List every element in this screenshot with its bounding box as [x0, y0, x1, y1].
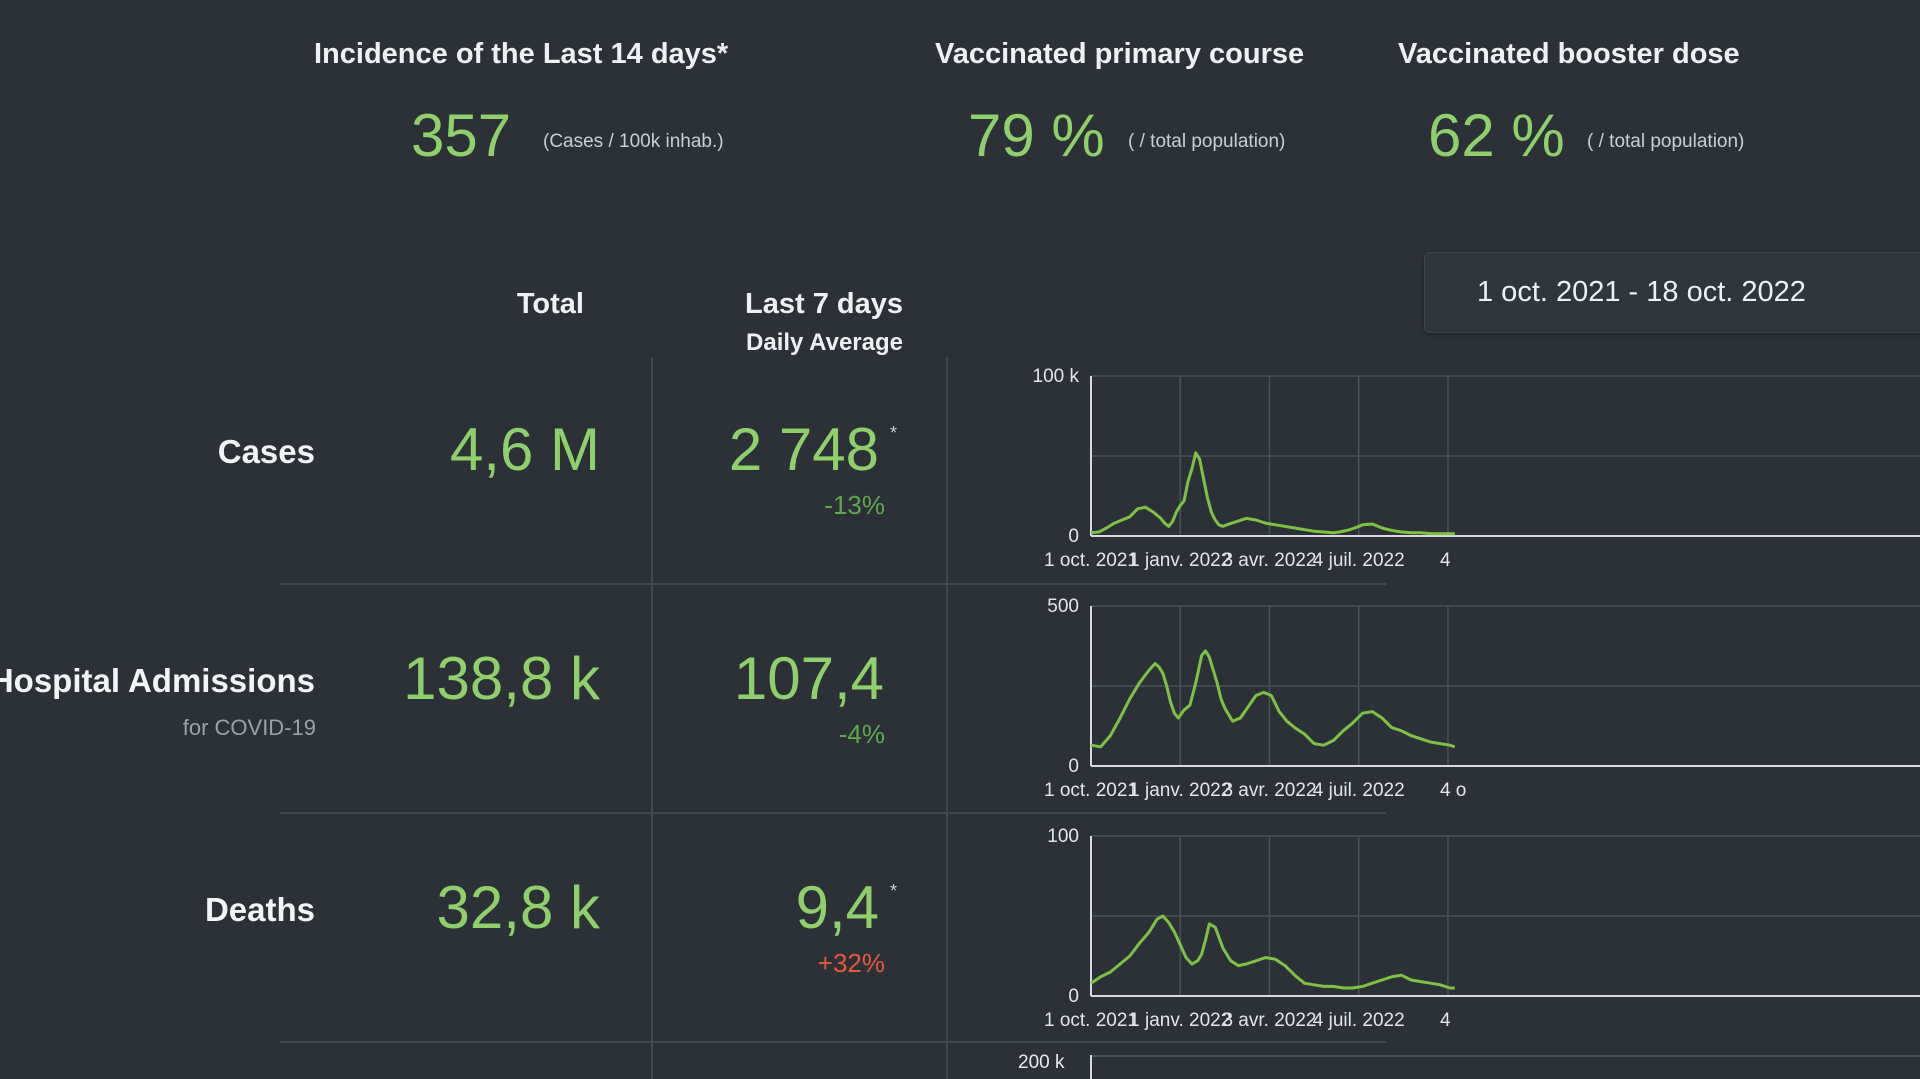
primary-course-value: 79 % [968, 102, 1105, 169]
hospital-x-tick-label: 1 oct. 2021 [1044, 780, 1138, 801]
cases-footnote-star: * [890, 423, 898, 443]
hospital-change: -4% [838, 719, 885, 749]
date-range-label: 1 oct. 2021 - 18 oct. 2022 [1477, 276, 1806, 308]
date-range-picker[interactable]: 1 oct. 2021 - 18 oct. 2022 [1424, 252, 1920, 333]
fourth-chart-y-label: 200 k [1018, 1052, 1065, 1073]
cases-total: 4,6 M [449, 416, 600, 483]
deaths-total: 32,8 k [436, 874, 600, 941]
deaths-daily-average: 9,4 [795, 874, 879, 941]
cases-change: -13% [824, 490, 885, 520]
hospital-y-tick-label: 0 [1068, 756, 1079, 777]
column-divider [651, 357, 653, 1079]
cases-series-line [1090, 451, 1455, 536]
fourth-chart-gridline [1090, 1055, 1920, 1057]
deaths-series-line [1090, 914, 1455, 990]
row-divider [280, 583, 1386, 585]
row-label-deaths: Deaths [204, 891, 315, 928]
primary-course-title: Vaccinated primary course [935, 38, 1305, 70]
cases-x-tick-label: 1 janv. 2022 [1129, 550, 1231, 571]
booster-value: 62 % [1428, 102, 1565, 169]
hospital-daily-average: 107,4 [733, 645, 884, 712]
row-divider [280, 812, 1386, 814]
cases-daily-average: 2 748 [728, 416, 879, 483]
deaths-y-tick-label: 100 [1047, 826, 1079, 847]
hospital-y-tick-label: 500 [1047, 596, 1079, 617]
cases-x-tick-label: 3 avr. 2022 [1222, 550, 1316, 571]
cases-y-tick-label: 0 [1068, 526, 1079, 547]
primary-course-unit: ( / total population) [1128, 131, 1286, 152]
hospital-series-line [1090, 649, 1456, 749]
column-divider [946, 357, 948, 1079]
row-label-cases: Cases [217, 433, 315, 470]
deaths-x-tick-label: 1 oct. 2021 [1044, 1010, 1138, 1031]
hospital-total: 138,8 k [403, 645, 600, 712]
incidence-unit: (Cases / 100k inhab.) [543, 131, 724, 152]
hospital-x-tick-label: 3 avr. 2022 [1222, 780, 1316, 801]
cases-x-tick-label: 4 [1440, 550, 1451, 571]
header-total: Total [516, 288, 584, 320]
deaths-x-tick-label: 4 [1440, 1010, 1451, 1031]
deaths-change: +32% [817, 948, 885, 978]
cases-x-tick-label: 1 oct. 2021 [1044, 550, 1138, 571]
row-divider [280, 1041, 1386, 1043]
cases-x-tick-label: 4 juil. 2022 [1313, 550, 1405, 571]
booster-unit: ( / total population) [1587, 131, 1745, 152]
hospital-x-tick-label: 4 juil. 2022 [1313, 780, 1405, 801]
deaths-footnote-star: * [890, 881, 898, 901]
deaths-x-tick-label: 1 janv. 2022 [1129, 1010, 1231, 1031]
row-sublabel-covid: for COVID-19 [182, 715, 316, 740]
fourth-chart-axis [1090, 1055, 1092, 1079]
header-last-7-days: Last 7 days [745, 288, 903, 320]
incidence-value: 357 [411, 102, 512, 169]
deaths-y-tick-label: 0 [1068, 986, 1079, 1007]
deaths-x-tick-label: 3 avr. 2022 [1222, 1010, 1316, 1031]
header-daily-average: Daily Average [746, 329, 903, 356]
incidence-title: Incidence of the Last 14 days* [314, 38, 729, 70]
hospital-x-tick-label: 1 janv. 2022 [1129, 780, 1231, 801]
cases-y-tick-label: 100 k [1033, 366, 1080, 387]
deaths-x-tick-label: 4 juil. 2022 [1313, 1010, 1405, 1031]
row-label-hospital-admissions: Hospital Admissions [0, 662, 315, 699]
booster-title: Vaccinated booster dose [1398, 38, 1740, 70]
hospital-x-tick-label: 4 o [1440, 780, 1466, 801]
